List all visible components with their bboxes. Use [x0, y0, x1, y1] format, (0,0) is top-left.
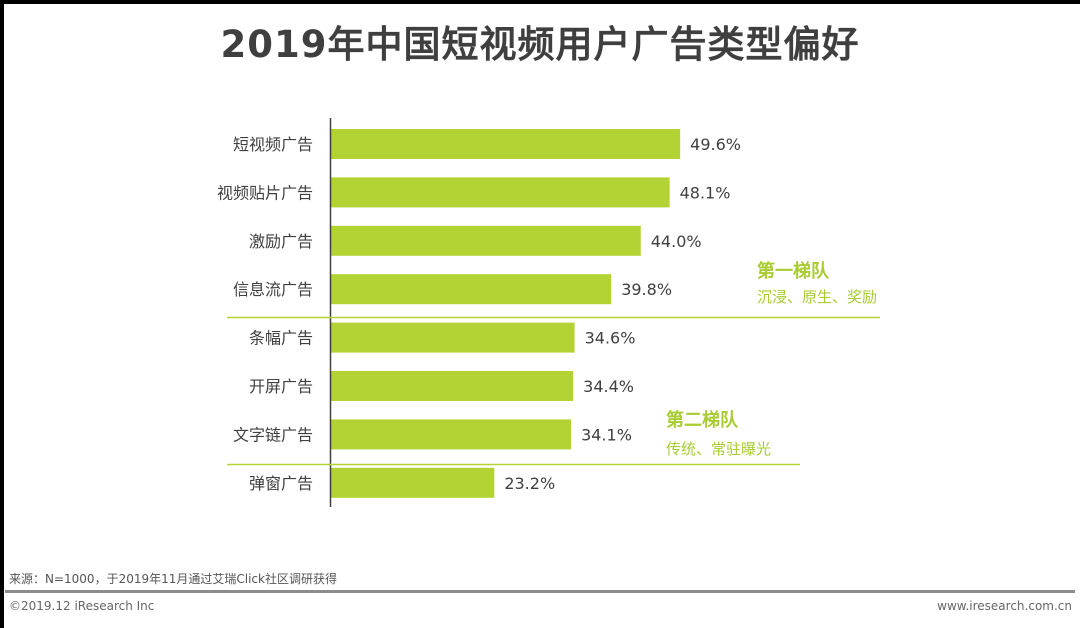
tier-1-subtitle: 沉浸、原生、奖励	[757, 288, 878, 306]
category-label: 文字链广告	[233, 425, 313, 444]
bar	[331, 177, 670, 208]
value-label: 23.2%	[504, 474, 555, 493]
category-label: 信息流广告	[233, 280, 313, 299]
value-label: 48.1%	[680, 183, 731, 202]
tier-1-title: 第一梯队	[757, 261, 829, 282]
bar	[331, 225, 641, 256]
category-label: 激励广告	[249, 232, 313, 251]
tier-2-annotation: 第二梯队 传统、常驻曝光	[666, 406, 771, 459]
bar	[331, 274, 612, 305]
bar	[331, 129, 681, 159]
bar	[331, 322, 575, 353]
value-label: 34.4%	[583, 377, 634, 396]
bar	[331, 419, 572, 450]
value-label: 34.6%	[585, 329, 636, 348]
tier-2-subtitle: 传统、常驻曝光	[666, 440, 772, 458]
value-label: 39.8%	[621, 280, 672, 299]
chart-title: 2019年中国短视频用户广告类型偏好	[220, 23, 860, 66]
value-label: 34.1%	[581, 425, 632, 444]
tier-2-title: 第二梯队	[666, 410, 738, 431]
frame-border-top	[0, 0, 1080, 4]
website-link[interactable]: www.iresearch.com.cn	[937, 599, 1072, 613]
category-label: 开屏广告	[249, 377, 313, 396]
copyright: ©2019.12 iResearch Inc	[9, 599, 155, 613]
bar	[331, 371, 574, 401]
value-label: 49.6%	[690, 135, 741, 154]
bar	[331, 467, 495, 498]
frame-border-left	[0, 0, 4, 628]
category-label: 短视频广告	[233, 135, 313, 154]
category-label: 视频贴片广告	[217, 183, 313, 202]
category-label: 条幅广告	[249, 329, 313, 348]
tier-1-annotation: 第一梯队 沉浸、原生、奖励	[757, 257, 877, 307]
source-note: 来源：N=1000，于2019年11月通过艾瑞Click社区调研获得	[9, 572, 337, 586]
category-label: 弹窗广告	[249, 474, 313, 493]
footer-divider	[5, 590, 1075, 593]
value-label: 44.0%	[651, 232, 702, 251]
